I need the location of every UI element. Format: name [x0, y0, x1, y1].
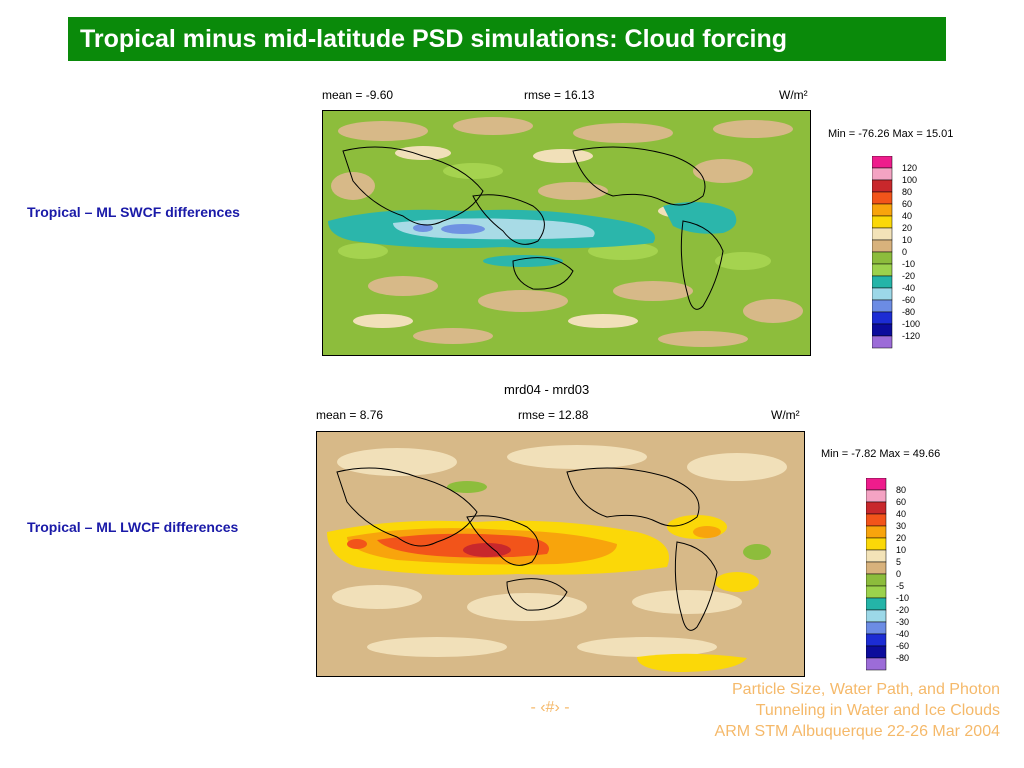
lwcf-legend-label: -80	[896, 653, 909, 663]
swcf-legend-swatch	[872, 287, 893, 301]
lwcf-legend-label: -30	[896, 617, 909, 627]
lwcf-legend-swatch	[866, 525, 887, 539]
lwcf-legend-label: -20	[896, 605, 909, 615]
slide-footer: Particle Size, Water Path, and Photon Tu…	[715, 679, 1000, 742]
swcf-difference-map	[322, 110, 811, 356]
footer-line-3: ARM STM Albuquerque 22-26 Mar 2004	[714, 723, 1000, 740]
swcf-legend-swatch	[872, 311, 893, 325]
swcf-legend-label: 20	[902, 223, 912, 233]
lwcf-legend-label: 40	[896, 509, 906, 519]
lwcf-map-title: mrd04 - mrd03	[504, 382, 590, 397]
swcf-legend-label: -120	[902, 331, 920, 341]
swcf-legend-swatch	[872, 179, 893, 193]
swcf-legend-label: 100	[902, 175, 917, 185]
swcf-legend-swatch	[872, 167, 893, 181]
lwcf-legend-label: 60	[896, 497, 906, 507]
lwcf-legend-swatch	[866, 478, 887, 491]
lwcf-legend-label: 80	[896, 485, 906, 495]
swcf-legend-label: -80	[902, 307, 915, 317]
swcf-legend-label: 60	[902, 199, 912, 209]
swcf-legend-swatch	[872, 299, 893, 313]
lwcf-legend-label: 20	[896, 533, 906, 543]
lwcf-legend-label: 30	[896, 521, 906, 531]
swcf-legend-swatch	[872, 251, 893, 265]
swcf-legend-label: -40	[902, 283, 915, 293]
lwcf-minmax: Min = -7.82 Max = 49.66	[821, 448, 941, 460]
swcf-legend-label: -10	[902, 259, 915, 269]
lwcf-legend-swatch	[866, 489, 887, 503]
lwcf-legend-swatch	[866, 585, 887, 599]
swcf-legend-label: -60	[902, 295, 915, 305]
swcf-units: W/m²	[779, 88, 808, 102]
swcf-legend-swatch	[872, 227, 893, 241]
lwcf-side-label: Tropical – ML LWCF differences	[27, 519, 239, 535]
lwcf-legend-swatch	[866, 549, 887, 563]
swcf-side-label: Tropical – ML SWCF differences	[27, 204, 240, 220]
lwcf-legend-swatch	[866, 597, 887, 611]
swcf-legend-label: 120	[902, 163, 917, 173]
swcf-rmse: rmse = 16.13	[524, 88, 595, 102]
lwcf-legend-swatch	[866, 513, 887, 527]
lwcf-legend-label: -5	[896, 581, 904, 591]
swcf-legend-swatch	[872, 156, 893, 169]
lwcf-legend-swatch	[866, 561, 887, 575]
slide-number: - ‹#› -	[530, 699, 570, 716]
swcf-legend-swatch	[872, 239, 893, 253]
lwcf-legend-swatch	[866, 501, 887, 515]
swcf-legend-swatch	[872, 335, 893, 349]
lwcf-legend-label: -40	[896, 629, 909, 639]
swcf-legend-label: 0	[902, 247, 907, 257]
lwcf-legend-swatch	[866, 609, 887, 623]
lwcf-legend-swatch	[866, 537, 887, 551]
footer-line-2: Tunneling in Water and Ice Clouds	[755, 702, 1000, 719]
lwcf-legend-label: -60	[896, 641, 909, 651]
lwcf-legend-swatch	[866, 621, 887, 635]
lwcf-rmse: rmse = 12.88	[518, 408, 589, 422]
swcf-legend-swatch	[872, 275, 893, 289]
swcf-legend-swatch	[872, 203, 893, 217]
lwcf-legend-label: 0	[896, 569, 901, 579]
swcf-legend-swatch	[872, 215, 893, 229]
footer-line-1: Particle Size, Water Path, and Photon	[732, 681, 1000, 698]
swcf-legend-swatch	[872, 191, 893, 205]
swcf-minmax: Min = -76.26 Max = 15.01	[828, 128, 954, 140]
lwcf-units: W/m²	[771, 408, 800, 422]
lwcf-legend-swatch	[866, 573, 887, 587]
lwcf-legend-label: 10	[896, 545, 906, 555]
lwcf-legend-swatch	[866, 657, 887, 671]
lwcf-color-legend: 80 60 40 30 20 10 5 0 -5 -10 -20 -30 -40 -60 -80	[866, 478, 909, 671]
swcf-legend-label: 80	[902, 187, 912, 197]
lwcf-mean: mean = 8.76	[316, 408, 384, 422]
lwcf-legend-label: -10	[896, 593, 909, 603]
lwcf-legend-swatch	[866, 633, 887, 647]
swcf-legend-swatch	[872, 263, 893, 277]
swcf-mean: mean = -9.60	[322, 88, 394, 102]
slide-title: Tropical minus mid-latitude PSD simulati…	[68, 17, 946, 61]
swcf-legend-label: -100	[902, 319, 920, 329]
swcf-legend-label: 40	[902, 211, 912, 221]
lwcf-legend-label: 5	[896, 557, 901, 567]
swcf-legend-label: 10	[902, 235, 912, 245]
swcf-legend-label: -20	[902, 271, 915, 281]
lwcf-legend-swatch	[866, 645, 887, 659]
swcf-legend-swatch	[872, 323, 893, 337]
lwcf-difference-map	[316, 431, 805, 677]
